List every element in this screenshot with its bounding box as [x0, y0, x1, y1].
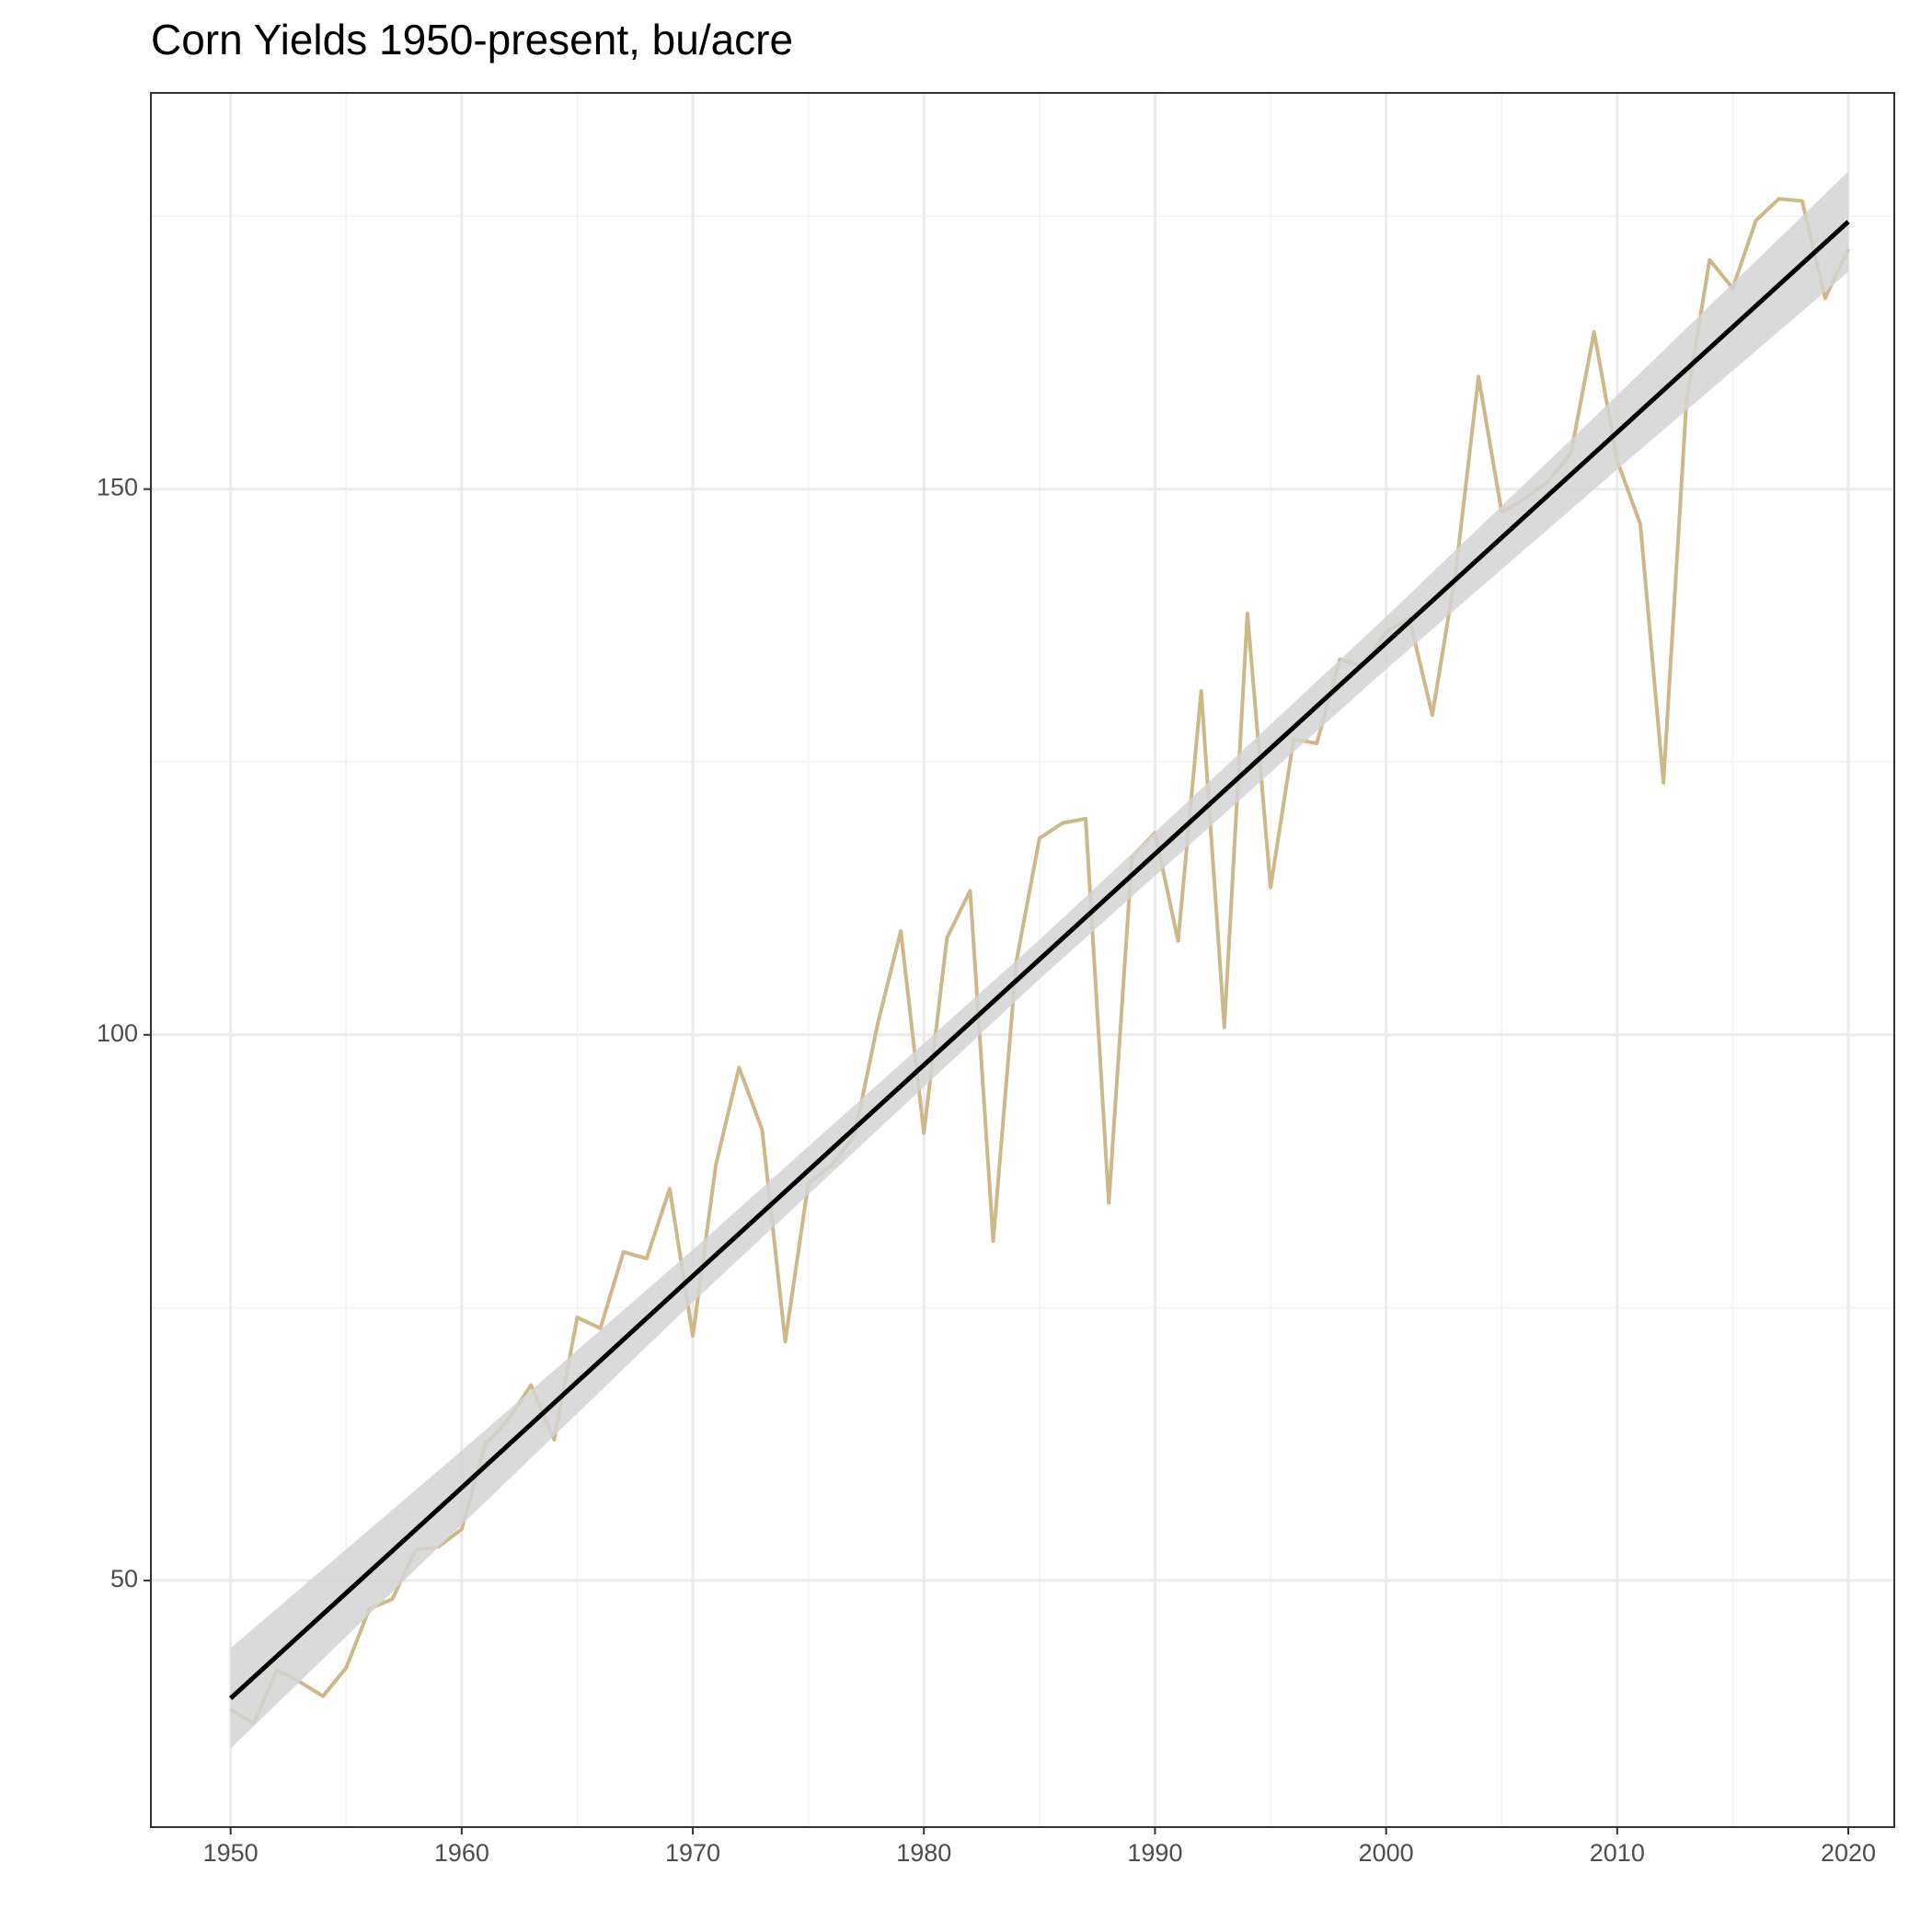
x-tick-label: 2020	[1821, 1839, 1876, 1867]
x-tick-label: 1970	[665, 1839, 720, 1867]
x-tick-label: 1980	[896, 1839, 951, 1867]
x-tick-label: 1990	[1127, 1839, 1182, 1867]
y-tick-label: 50	[110, 1565, 138, 1593]
plot-border	[150, 92, 1895, 1828]
y-tick-label: 100	[97, 1019, 138, 1047]
chart-title: Corn Yields 1950-present, bu/acre	[151, 16, 793, 63]
x-tick-label: 1950	[203, 1839, 259, 1867]
trend-line	[228, 220, 1850, 1700]
x-tick-label: 2000	[1359, 1839, 1414, 1867]
y-tick-label: 150	[97, 474, 138, 501]
x-tick-label: 2010	[1590, 1839, 1645, 1867]
x-tick-label: 1960	[434, 1839, 489, 1867]
